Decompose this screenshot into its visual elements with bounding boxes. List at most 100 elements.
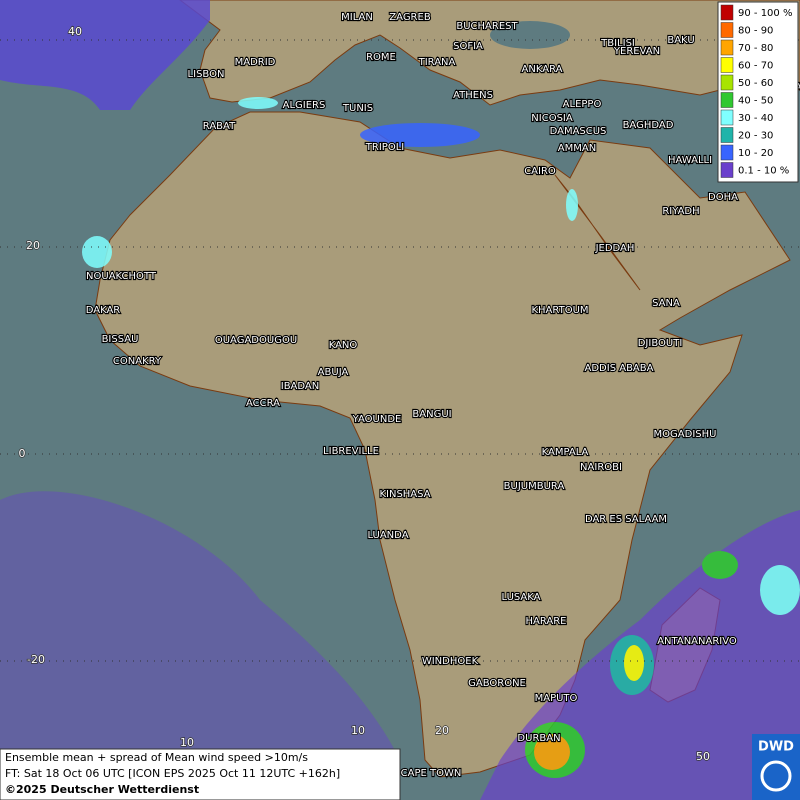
city-label: BANGUI <box>412 409 451 420</box>
city-label: NAIROBI <box>580 462 622 473</box>
city-label: MILAN <box>341 12 373 23</box>
legend-label: 10 - 20 <box>738 148 773 159</box>
city-label: YEREVAN <box>613 46 660 57</box>
city-label: ADDIS ABABA <box>585 363 654 374</box>
footer-box <box>0 748 401 800</box>
legend-label: 80 - 90 <box>738 26 773 37</box>
legend-label: 0.1 - 10 % <box>738 166 789 177</box>
footer-line: FT: Sat 18 Oct 06 UTC [ICON EPS 2025 Oct… <box>5 767 340 780</box>
city-label: ZAGREB <box>389 12 431 23</box>
city-label: TBILISI <box>600 38 635 49</box>
city-label: DAKAR <box>86 305 121 316</box>
legend-label: 70 - 80 <box>738 43 773 54</box>
legend-items: 90 - 100 % 80 - 90 70 - 80 60 - 70 50 - 60 40… <box>720 4 792 178</box>
lon-label: 10 <box>351 724 365 737</box>
city-label: DAR ES SALAAM <box>585 514 667 525</box>
city-label: ALEPPO <box>563 99 602 110</box>
legend-swatch <box>720 127 734 143</box>
legend-swatch <box>720 4 734 21</box>
city-label: HARARE <box>525 616 566 627</box>
city-label: JEDDAH <box>595 243 635 254</box>
city-label: WINDHOEK <box>422 656 479 667</box>
city-label: BISSAU <box>102 334 139 345</box>
legend: 90 - 100 % 80 - 90 70 - 80 60 - 70 50 - 60 40… <box>717 1 799 183</box>
labels: MILAN ZAGREB BUCHAREST SOFIA ROME TIRANA ANKAR… <box>0 11 800 780</box>
city-label: SOFIA <box>453 41 483 52</box>
city-label: YAOUNDE <box>352 414 402 425</box>
wind-area <box>534 734 570 770</box>
city-label: KAMPALA <box>542 447 589 458</box>
wind-area <box>0 491 400 800</box>
city-label: BUJUMBURA <box>504 481 565 492</box>
city-label: AMMAN <box>558 143 596 154</box>
lat-label: -20 <box>27 653 45 666</box>
wind-area <box>760 565 800 615</box>
city-label: TIRANA <box>418 57 456 68</box>
logo: DWD <box>752 734 800 800</box>
legend-label: 50 - 60 <box>738 78 773 89</box>
europe <box>179 0 800 106</box>
lon-label: 10 <box>180 736 194 749</box>
city-label: MADRID <box>235 57 276 68</box>
city-label: OUAGADOUGOU <box>215 335 297 346</box>
lat-label: 40 <box>68 25 82 38</box>
legend-label: 90 - 100 % <box>738 8 792 19</box>
city-label: KHARTOUM <box>531 305 588 316</box>
legend-swatch <box>720 162 734 178</box>
city-label: BAKU <box>667 35 694 46</box>
city-label: LUSAKA <box>502 592 541 603</box>
city-label: GABORONE <box>468 678 526 689</box>
footer-line: ©2025 Deutscher Wetterdienst <box>5 783 199 796</box>
city-label: KANO <box>329 340 358 351</box>
city-label: DJIBOUTI <box>638 338 683 349</box>
city-label: ABUJA <box>318 367 349 378</box>
city-label: NOUAKCHOTT <box>86 271 157 282</box>
legend-label: 40 - 50 <box>738 96 773 107</box>
footer: Ensemble mean + spread of Mean wind spee… <box>0 748 401 800</box>
city-label: CAPE TOWN <box>401 768 462 779</box>
city-label: MAPUTO <box>535 693 578 704</box>
lon-label: 50 <box>696 750 710 763</box>
city-label: DOHA <box>708 192 738 203</box>
city-label: BAGHDAD <box>623 120 674 131</box>
wind-area <box>624 645 644 681</box>
city-label: TRIPOLI <box>365 142 404 153</box>
city-label: ROME <box>366 52 396 63</box>
city-label: ALGIERS <box>283 100 326 111</box>
city-label: ACCRA <box>246 398 280 409</box>
legend-swatch <box>720 109 734 126</box>
logo-text: DWD <box>758 740 794 755</box>
city-label: ATHENS <box>453 90 493 101</box>
footer-line: Ensemble mean + spread of Mean wind spee… <box>5 751 308 764</box>
black-sea <box>490 21 570 49</box>
legend-swatch <box>720 144 734 161</box>
logo-icon <box>760 760 792 792</box>
city-label: LIBREVILLE <box>323 446 379 457</box>
city-label: RABAT <box>203 121 236 132</box>
legend-swatch <box>720 22 734 38</box>
wind-area <box>0 0 210 110</box>
wind-area <box>702 551 738 579</box>
city-label: CAIRO <box>524 166 556 177</box>
city-label: HAWALLI <box>668 155 712 166</box>
city-label: MOGADISHU <box>654 429 717 440</box>
lat-label: 20 <box>26 239 40 252</box>
city-label: DAMASCUS <box>550 126 607 137</box>
lon-label: 20 <box>435 724 449 737</box>
city-label: NICOSIA <box>531 113 573 124</box>
city-label: ANKARA <box>522 64 563 75</box>
legend-swatch <box>720 92 734 108</box>
wind-area <box>82 236 112 268</box>
legend-label: 60 - 70 <box>738 61 773 72</box>
wind-area <box>360 123 480 147</box>
city-label: TUNIS <box>342 103 373 114</box>
city-label: CONAKRY <box>113 356 162 367</box>
city-label: RIYADH <box>662 206 699 217</box>
city-label: LISBON <box>188 69 225 80</box>
city-label: ANTANANARIVO <box>657 636 737 647</box>
legend-label: 20 - 30 <box>738 131 773 142</box>
city-label: BUCHAREST <box>456 21 518 32</box>
